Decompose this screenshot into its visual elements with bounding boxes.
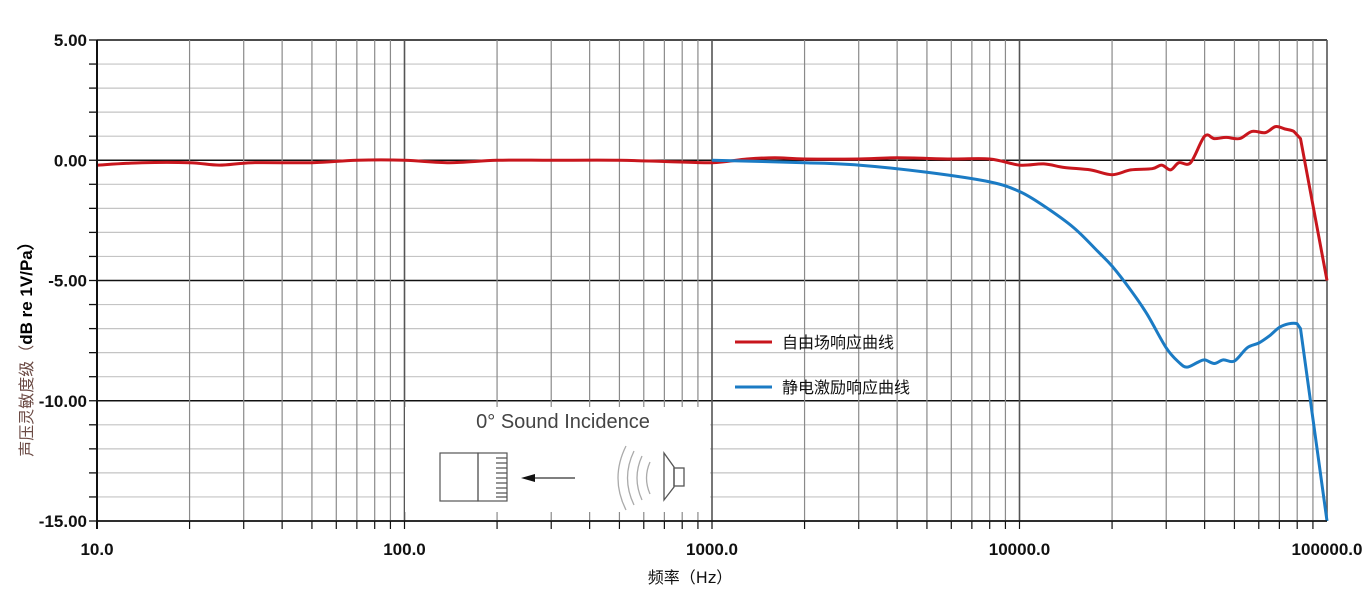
legend: 自由场响应曲线 静电激励响应曲线 [735, 333, 910, 397]
y-axis-label-unit: dB re 1V/Pa） [16, 233, 36, 345]
x-tick-label: 100000.0 [1292, 540, 1363, 559]
microphone-icon [439, 452, 508, 502]
x-tick-label: 100.0 [383, 540, 426, 559]
x-tick-label: 10000.0 [989, 540, 1050, 559]
y-tick-label: -15.00 [39, 512, 87, 531]
x-tick-label: 10.0 [80, 540, 113, 559]
sound-waves-icon [617, 445, 651, 511]
inset-background [405, 407, 710, 512]
curves [96, 125, 1329, 522]
series-line-electrostatic [711, 158, 1329, 522]
sound-incidence-inset: 0° Sound Incidence [405, 407, 710, 512]
legend-item-free-field: 自由场响应曲线 [735, 333, 894, 352]
x-tick-label: 1000.0 [686, 540, 738, 559]
y-tick-label: -10.00 [39, 392, 87, 411]
arrow-left-icon [521, 474, 575, 482]
legend-item-electrostatic: 静电激励响应曲线 [735, 378, 910, 397]
x-axis-label: 频率（Hz） [648, 568, 732, 587]
speaker-icon [663, 450, 685, 502]
grid [96, 39, 1328, 522]
axes: 5.00 0.00 -5.00 -10.00 -15.00 10.0 100.0 1000.0… [39, 31, 1363, 559]
y-tick-label: 0.00 [54, 151, 87, 170]
inset-title: 0° Sound Incidence [476, 411, 650, 433]
y-axis-label: 声压灵敏度级（dB re 1V/Pa） [16, 233, 36, 457]
legend-label-free-field: 自由场响应曲线 [782, 333, 894, 352]
y-tick-label: -5.00 [48, 272, 87, 291]
y-tick-label: 5.00 [54, 31, 87, 50]
y-axis-label-cn: 声压灵敏度级（ [17, 345, 36, 457]
legend-label-electrostatic: 静电激励响应曲线 [782, 378, 910, 397]
series-line-free-field [96, 125, 1329, 281]
